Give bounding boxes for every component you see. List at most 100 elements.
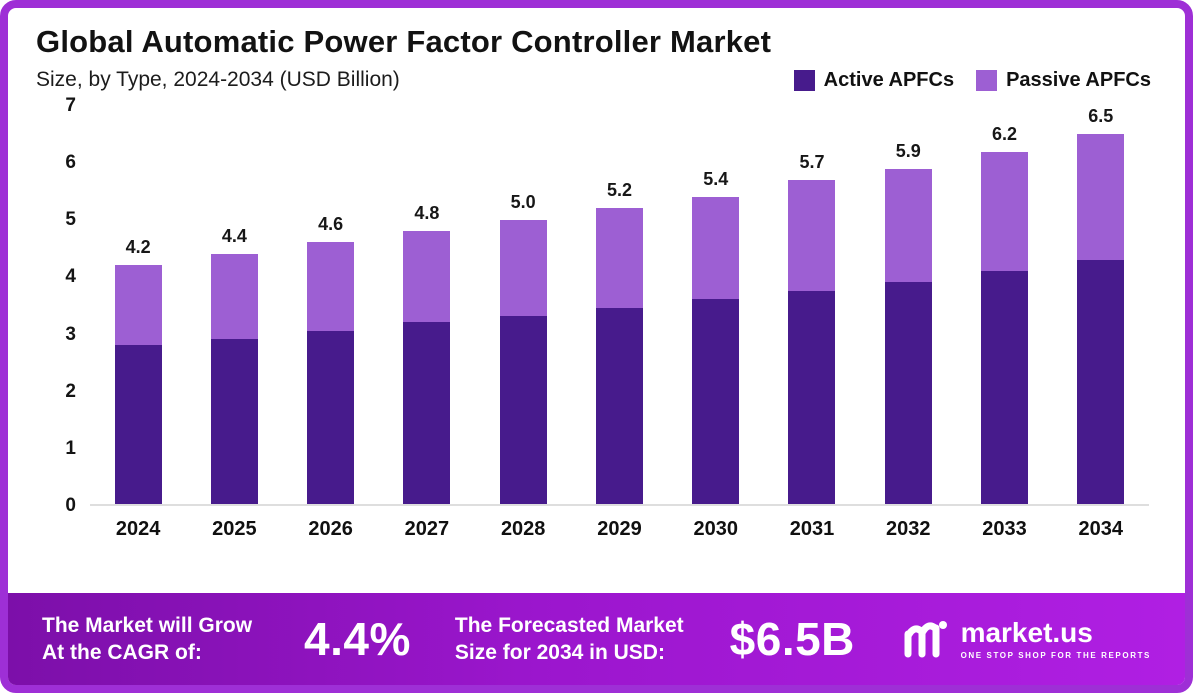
x-axis-label: 2024 [115,518,161,540]
bar-column: 4.8 [379,106,475,504]
bar-value-label: 5.9 [895,140,921,161]
bar-segment-active [981,270,1029,504]
bar-column: 6.2 [956,106,1052,504]
bar-segment-passive [114,265,162,345]
bar-segment-passive [403,231,451,323]
bar-value-label: 4.6 [318,214,344,235]
bar-column: 5.0 [475,106,571,504]
bar-value-label: 5.2 [606,180,632,201]
bar-column: 5.4 [668,106,764,504]
bar-stack [114,265,162,504]
bar-segment-active [403,322,451,504]
chart-body: 0 1 2 3 4 5 6 7 4.2 4.4 4.6 4.8 5.0 5.2 5.4 5.7 5.9 6.2 6… [8,95,1185,516]
bar-value-label: 6.5 [1088,106,1114,127]
bar-segment-active [1077,259,1125,504]
bar-stack [595,208,643,504]
y-axis-tick: 5 [65,209,76,231]
bar-segment-active [692,299,740,504]
bar-column: 5.2 [571,106,667,504]
y-axis-tick: 2 [65,380,76,402]
bar-stack [884,168,932,504]
bar-column: 6.5 [1053,106,1149,504]
chart-legend: Active APFCs Passive APFCs [793,68,1151,92]
bar-column: 4.4 [186,106,282,504]
y-axis: 0 1 2 3 4 5 6 7 [34,95,76,516]
bar-stack [1077,134,1125,504]
forecast-label-line1: The Forecasted Market [454,613,684,637]
legend-label-active: Active APFCs [823,68,955,91]
x-axis: 2024 2025 2026 2027 2028 2029 2030 2031 2032 2033… [90,518,1149,541]
cagr-label-line1: The Market will Grow [42,613,253,637]
x-axis-label: 2031 [789,518,835,540]
y-axis-tick: 1 [65,437,76,459]
x-axis-label: 2028 [500,518,546,540]
bar-column: 5.9 [860,106,956,504]
bar-segment-active [114,344,162,504]
footer-banner: The Market will Grow At the CAGR of: 4.4… [8,593,1185,685]
bar-segment-active [499,316,547,504]
bar-segment-passive [788,179,836,291]
y-axis-tick: 7 [65,95,76,116]
subtitle-row: Size, by Type, 2024-2034 (USD Billion) A… [36,68,1151,92]
bar-segment-passive [595,208,643,308]
x-axis-label: 2026 [308,518,353,540]
bar-column: 4.2 [90,106,186,504]
x-axis-label: 2027 [404,518,450,540]
bar-value-label: 6.2 [992,123,1018,144]
bar-value-label: 4.2 [125,237,151,258]
forecast-label: The Forecasted Market Size for 2034 in U… [455,612,684,667]
bar-segment-active [788,290,836,504]
brand-name: market.us [960,616,1093,648]
bar-column: 5.7 [764,106,860,504]
brand-tagline: ONE STOP SHOP FOR THE REPORTS [960,650,1151,660]
cagr-value: 4.4% [304,613,411,665]
x-axis-label: 2032 [886,518,931,540]
x-axis-spacer [34,518,90,541]
bar-segment-passive [499,219,547,317]
bar-stack [307,242,355,504]
x-axis-label: 2025 [212,518,257,540]
bar-stack [210,253,258,504]
page-title: Global Automatic Power Factor Controller… [36,24,772,59]
bar-value-label: 4.4 [221,225,247,246]
forecast-label-line2: Size for 2034 in USD: [454,641,665,664]
market-us-logo-icon [904,621,947,658]
bar-segment-active [595,307,643,504]
x-axis-label: 2030 [693,518,738,540]
bar-segment-passive [1077,134,1125,260]
brand-text: market.us ONE STOP SHOP FOR THE REPORTS [960,616,1151,660]
y-axis-tick: 3 [65,323,76,345]
bar-value-label: 4.8 [414,203,440,224]
bar-stack [499,219,547,504]
brand-block: market.us ONE STOP SHOP FOR THE REPORTS [901,618,1151,660]
bar-segment-passive [692,196,740,300]
bar-segment-active [307,330,355,504]
bar-value-label: 5.7 [799,151,825,172]
x-axis-row: 2024 2025 2026 2027 2028 2029 2030 2031 2032 2033… [8,506,1185,541]
bar-segment-passive [884,168,932,283]
chart-header: Global Automatic Power Factor Controller… [8,8,1185,96]
y-axis-tick: 6 [65,152,76,174]
forecast-value: $6.5B [729,613,855,665]
legend-item-active: Active APFCs [793,68,955,92]
bar-segment-passive [210,253,258,340]
bar-stack [981,151,1029,505]
cagr-label: The Market will Grow At the CAGR of: [42,612,252,667]
y-axis-tick: 0 [65,495,76,516]
legend-item-passive: Passive APFCs [976,69,1151,92]
y-axis-tick: 4 [65,266,76,288]
x-axis-label: 2033 [982,518,1027,540]
legend-label-passive: Passive APFCs [1006,68,1151,91]
legend-swatch-active [793,69,815,91]
bar-value-label: 5.0 [510,191,536,212]
bar-segment-active [884,282,932,504]
bar-segment-active [210,339,258,504]
bar-stack [403,231,451,504]
bar-segment-passive [981,151,1029,271]
cagr-label-line2: At the CAGR of: [42,641,202,664]
bar-value-label: 5.4 [703,168,729,189]
legend-swatch-passive [976,69,998,91]
x-axis-label: 2034 [1078,518,1124,540]
x-axis-label: 2029 [597,518,642,540]
